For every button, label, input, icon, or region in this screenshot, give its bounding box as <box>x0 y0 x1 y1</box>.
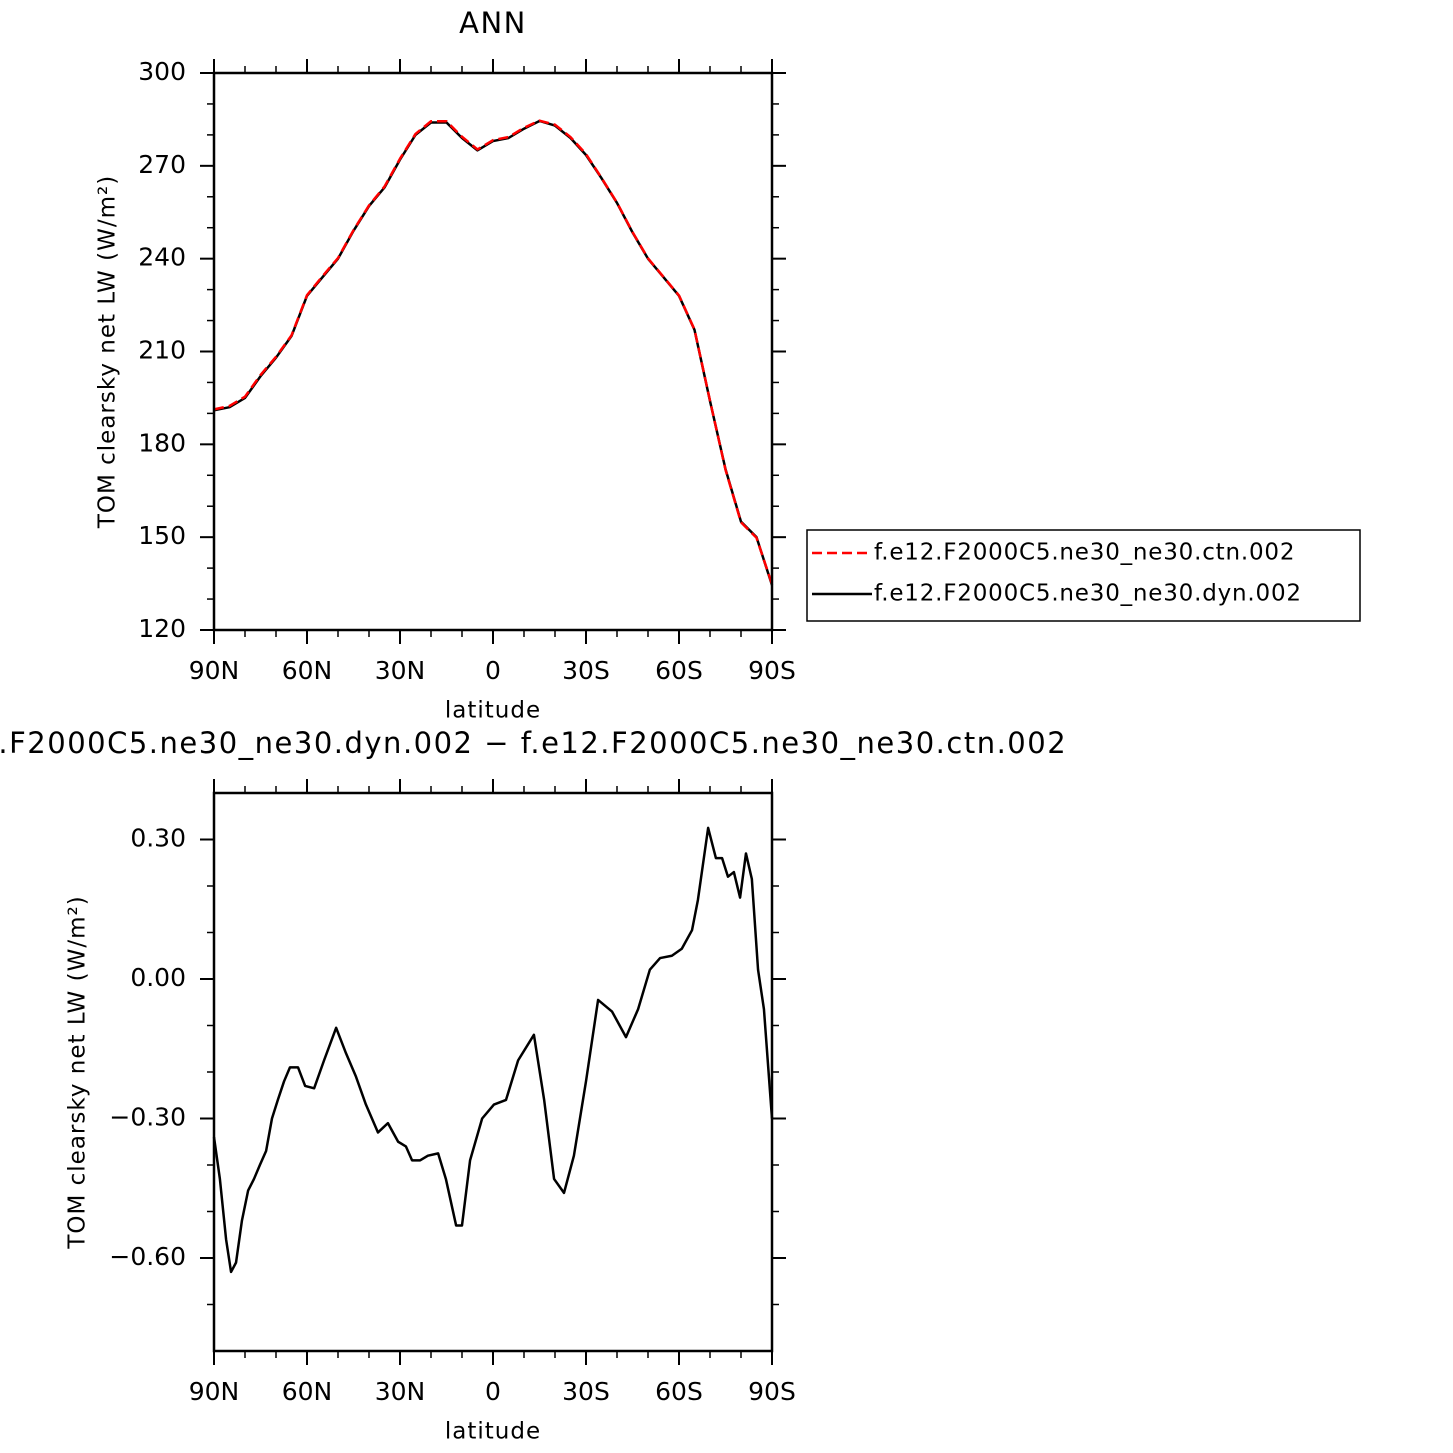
y-tick-label: 240 <box>138 243 186 272</box>
x-tick-label: 30N <box>375 1377 426 1406</box>
y-tick-label: 0.30 <box>130 824 186 853</box>
y-tick-label: 300 <box>138 57 186 86</box>
series-line <box>213 119 774 585</box>
x-tick-label: 60S <box>655 656 703 685</box>
plot-frame <box>212 791 774 1353</box>
y-tick-label: 270 <box>138 150 186 179</box>
x-tick-label: 60S <box>655 1377 703 1406</box>
data-line <box>212 826 774 1274</box>
y-tick-label: 150 <box>138 521 186 550</box>
y-axis-label: TOM clearsky net LW (W/m²) <box>95 175 121 529</box>
y-tick-label: 180 <box>138 428 186 457</box>
x-tick-label: 60N <box>282 656 333 685</box>
x-tick-label: 30S <box>562 1377 610 1406</box>
x-tick-label: 30N <box>375 656 426 685</box>
legend-box <box>806 529 1361 622</box>
x-tick-label: 90S <box>748 656 796 685</box>
y-tick-label: 0.00 <box>130 963 186 992</box>
legend-label: f.e12.F2000C5.ne30_ne30.dyn.002 <box>874 581 1302 607</box>
y-tick-label: −0.60 <box>109 1242 186 1271</box>
x-axis-label: latitude <box>445 1419 541 1445</box>
series-line <box>213 119 774 586</box>
y-tick-label: −0.30 <box>109 1103 186 1132</box>
x-tick-label: 0 <box>485 656 501 685</box>
y-tick-label: 210 <box>138 336 186 365</box>
x-tick-label: 60N <box>282 1377 333 1406</box>
chart-title: f.e12.F2000C5.ne30_ne30.dyn.002 − f.e12.… <box>0 726 1067 760</box>
x-axis-label: latitude <box>445 698 541 724</box>
x-tick-label: 0 <box>485 1377 501 1406</box>
x-tick-label: 90N <box>189 1377 240 1406</box>
y-axis-label: TOM clearsky net LW (W/m²) <box>65 895 91 1249</box>
x-tick-label: 90S <box>748 1377 796 1406</box>
x-tick-label: 30S <box>562 656 610 685</box>
x-tick-label: 90N <box>189 656 240 685</box>
legend-label: f.e12.F2000C5.ne30_ne30.ctn.002 <box>874 540 1295 566</box>
y-tick-label: 120 <box>138 614 186 643</box>
plot-frame <box>212 71 774 632</box>
chart-title: ANN <box>459 6 527 40</box>
